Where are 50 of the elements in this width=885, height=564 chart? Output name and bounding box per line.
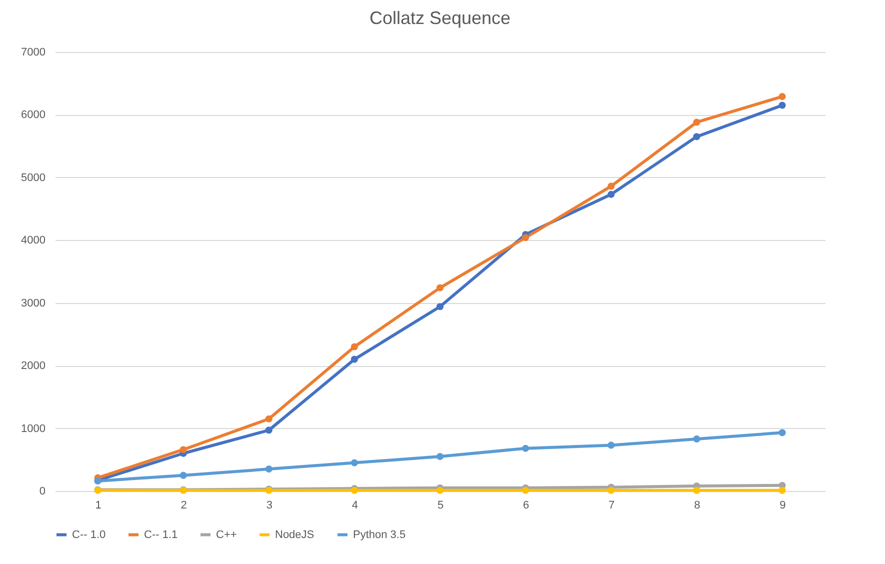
- point: [693, 133, 700, 140]
- point: [693, 486, 700, 494]
- point: [778, 486, 786, 494]
- point: [350, 343, 358, 350]
- x-tick-label: 3: [266, 500, 272, 512]
- y-tick-label: 1000: [21, 422, 46, 435]
- point: [608, 486, 615, 494]
- chart-title: Collatz Sequence: [369, 8, 511, 28]
- point: [436, 486, 444, 494]
- x-tick-label: 8: [694, 500, 700, 512]
- point: [522, 486, 530, 494]
- point: [608, 442, 615, 449]
- legend-label: C++: [216, 528, 237, 541]
- point: [522, 234, 530, 242]
- legend-label: C-- 1.1: [144, 528, 178, 541]
- y-tick-label: 5000: [21, 172, 46, 184]
- point: [778, 93, 786, 100]
- point: [778, 102, 786, 109]
- point: [436, 284, 444, 292]
- x-tick-label: 9: [780, 500, 786, 512]
- point: [265, 466, 272, 473]
- y-tick-label: 2000: [21, 360, 46, 372]
- x-tick-label: 6: [522, 500, 530, 512]
- point: [608, 190, 615, 198]
- y-tick-label: 7000: [21, 46, 46, 58]
- point: [350, 459, 358, 466]
- x-tick-label: 1: [95, 500, 102, 512]
- point: [265, 426, 272, 434]
- y-tick-label: 6000: [21, 109, 46, 122]
- y-tick-label: 0: [39, 486, 46, 498]
- legend-label: NodeJS: [275, 528, 314, 541]
- legend-label: Python 3.5: [353, 528, 406, 541]
- point: [436, 452, 444, 460]
- point: [180, 472, 187, 479]
- x-tick-label: 7: [608, 500, 615, 512]
- point: [693, 435, 700, 442]
- legend-label: C-- 1.0: [72, 528, 106, 541]
- point: [350, 356, 358, 363]
- point: [693, 118, 700, 126]
- point: [436, 303, 444, 310]
- x-tick-label: 2: [180, 500, 187, 512]
- x-tick-label: 4: [352, 500, 358, 512]
- x-tick-label: 5: [437, 500, 444, 512]
- point: [265, 415, 272, 422]
- y-tick-label: 4000: [21, 234, 46, 247]
- point: [522, 444, 530, 452]
- point: [608, 182, 615, 190]
- y-tick-label: 3000: [21, 297, 46, 310]
- point: [180, 446, 187, 454]
- point: [778, 429, 786, 436]
